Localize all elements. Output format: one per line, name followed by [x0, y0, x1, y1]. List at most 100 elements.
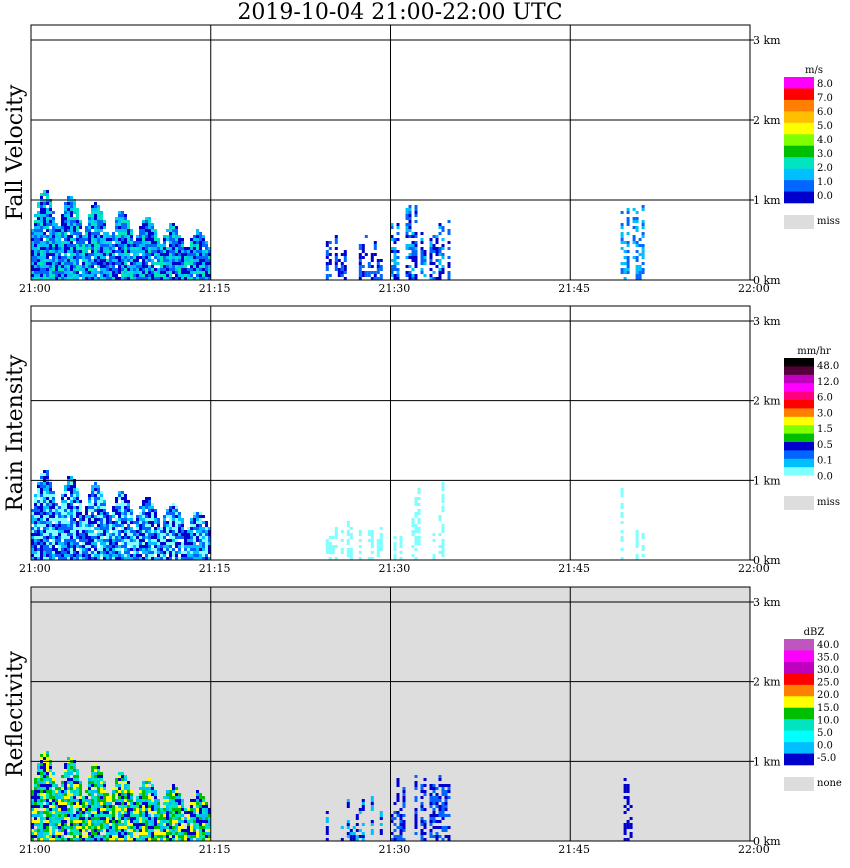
echo-cell — [67, 211, 70, 214]
echo-cell — [124, 506, 127, 509]
echo-cell — [136, 805, 139, 808]
echo-cell — [70, 244, 73, 247]
echo-cell — [142, 539, 145, 542]
echo-cell — [205, 530, 208, 533]
echo-cell — [46, 548, 49, 551]
echo-cell — [94, 518, 97, 521]
echo-cell — [49, 772, 52, 775]
echo-cell — [169, 793, 172, 796]
echo-cell — [414, 253, 418, 256]
echo-cell — [40, 485, 43, 488]
echo-cell — [127, 784, 130, 787]
echo-cell — [145, 811, 148, 814]
echo-cell — [118, 781, 121, 784]
echo-cell — [154, 817, 157, 820]
echo-cell — [175, 536, 178, 539]
echo-cell — [46, 530, 49, 533]
echo-cell — [37, 268, 40, 271]
echo-cell — [34, 518, 37, 521]
echo-cell — [46, 241, 49, 244]
echo-cell — [70, 820, 73, 823]
echo-cell — [163, 241, 166, 244]
echo-cell — [208, 262, 211, 265]
echo-cell — [64, 262, 67, 265]
echo-cell — [172, 554, 175, 557]
echo-cell — [112, 268, 115, 271]
echo-cell — [115, 533, 118, 536]
echo-cell — [43, 268, 46, 271]
echo-cell — [414, 548, 418, 551]
echo-cell — [79, 527, 82, 530]
echo-cell — [199, 518, 202, 521]
echo-cell — [623, 838, 627, 841]
echo-cell — [175, 530, 178, 533]
echo-cell — [91, 838, 94, 841]
echo-cell — [175, 274, 178, 277]
echo-cell — [124, 521, 127, 524]
echo-cell — [43, 787, 46, 790]
echo-cell — [429, 244, 433, 247]
echo-cell — [190, 838, 193, 841]
echo-cell — [127, 253, 130, 256]
echo-cell — [67, 256, 70, 259]
echo-cell — [31, 557, 34, 560]
echo-cell — [376, 542, 380, 545]
echo-cell — [67, 202, 70, 205]
echo-cell — [67, 524, 70, 527]
echo-cell — [411, 518, 415, 521]
echo-cell — [435, 799, 439, 802]
echo-cell — [37, 796, 40, 799]
echo-cell — [163, 536, 166, 539]
echo-cell — [97, 826, 100, 829]
echo-cell — [118, 518, 121, 521]
echo-region-2 — [325, 521, 383, 560]
echo-cell — [73, 494, 76, 497]
echo-cell — [46, 826, 49, 829]
echo-cell — [61, 217, 64, 220]
echo-cell — [447, 826, 451, 829]
echo-cell — [139, 256, 142, 259]
legend-swatch — [784, 408, 814, 418]
echo-cell — [151, 799, 154, 802]
echo-cell — [70, 229, 73, 232]
echo-cell — [190, 799, 193, 802]
echo-cell — [79, 796, 82, 799]
echo-cell — [49, 802, 52, 805]
echo-cell — [46, 799, 49, 802]
echo-cell — [34, 778, 37, 781]
echo-cell — [408, 244, 412, 247]
echo-cell — [420, 787, 424, 790]
echo-cell — [178, 817, 181, 820]
echo-cell — [151, 835, 154, 838]
echo-cell — [31, 829, 34, 832]
echo-cell — [97, 823, 100, 826]
echo-cell — [103, 277, 106, 280]
echo-cell — [37, 482, 40, 485]
echo-cell — [172, 817, 175, 820]
echo-cell — [49, 542, 52, 545]
echo-cell — [438, 826, 442, 829]
echo-cell — [43, 554, 46, 557]
echo-cell — [40, 211, 43, 214]
echo-cell — [79, 521, 82, 524]
echo-cell — [169, 838, 172, 841]
echo-cell — [58, 832, 61, 835]
echo-cell — [181, 542, 184, 545]
echo-cell — [432, 817, 436, 820]
echo-cell — [40, 799, 43, 802]
echo-cell — [64, 796, 67, 799]
echo-cell — [46, 521, 49, 524]
echo-cell — [187, 253, 190, 256]
echo-cell — [94, 557, 97, 560]
echo-cell — [205, 805, 208, 808]
echo-cell — [190, 832, 193, 835]
echo-cell — [34, 512, 37, 515]
echo-cell — [34, 265, 37, 268]
echo-cell — [40, 817, 43, 820]
echo-cell — [169, 835, 172, 838]
echo-cell — [76, 512, 79, 515]
echo-cell — [190, 536, 193, 539]
echo-cell — [94, 521, 97, 524]
echo-cell — [34, 545, 37, 548]
